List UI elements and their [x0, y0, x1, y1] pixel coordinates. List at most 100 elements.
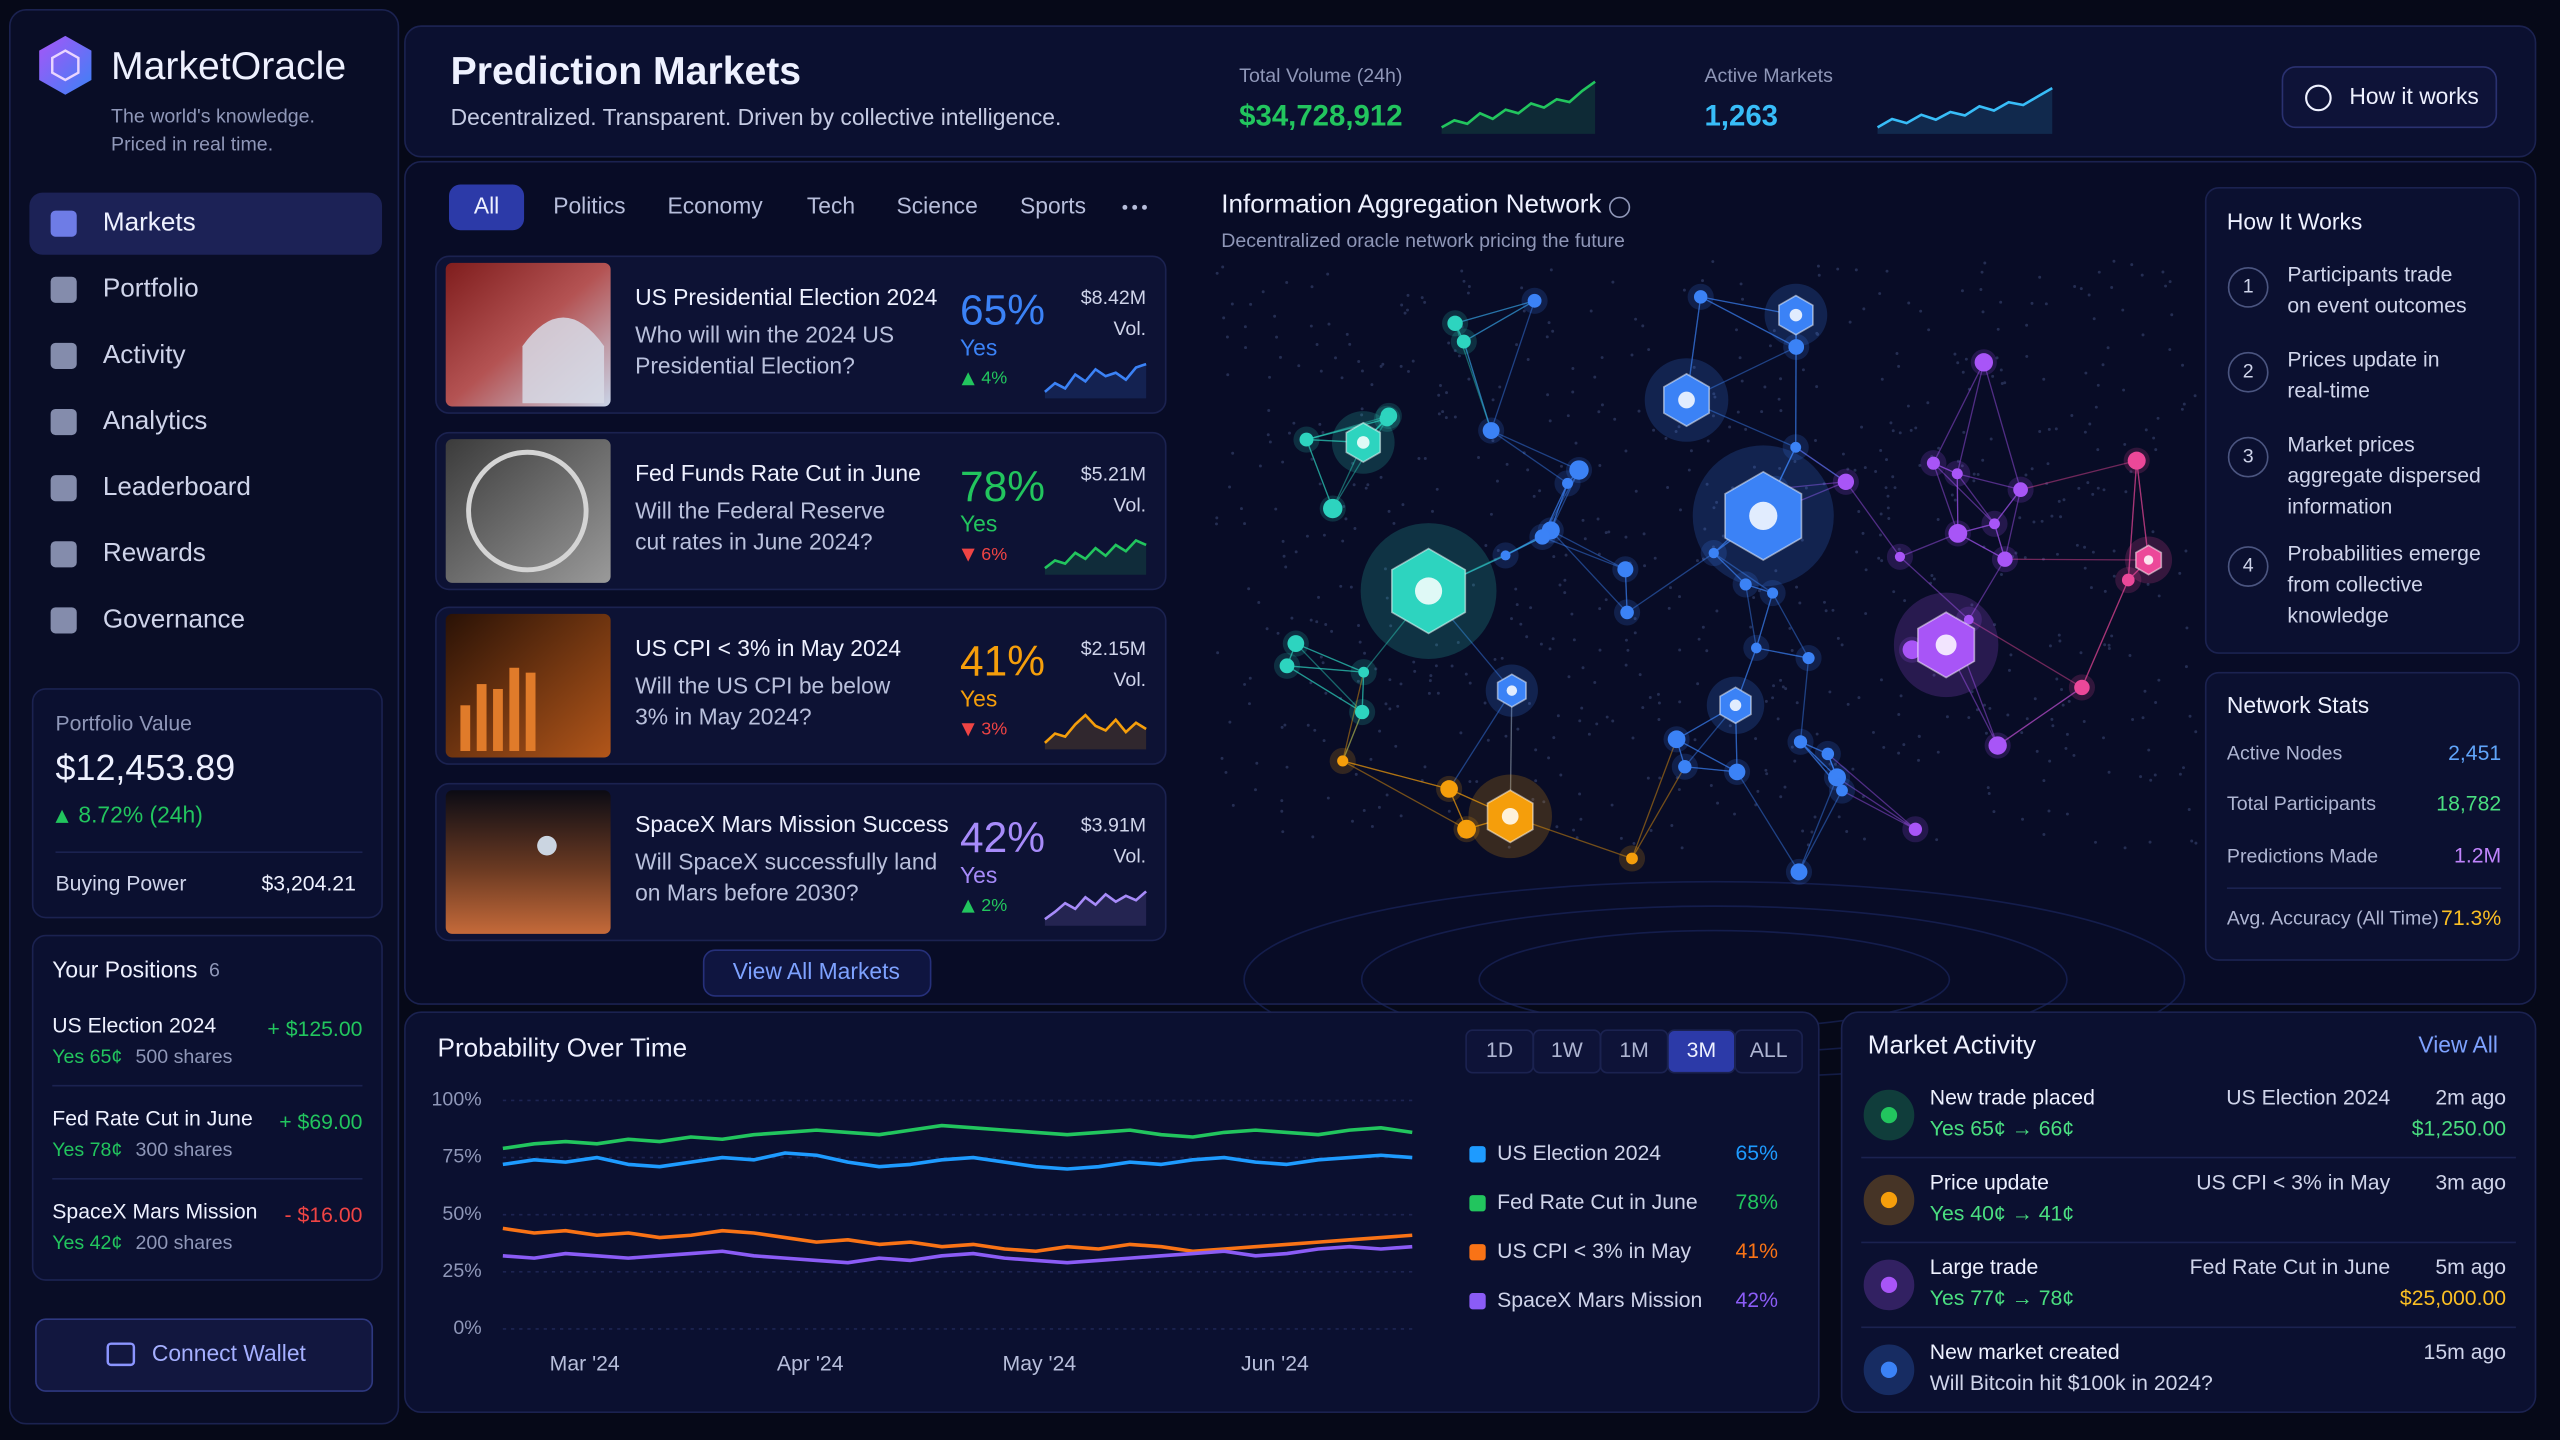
- map-dot: [1401, 503, 1405, 507]
- positions-count: 6: [209, 960, 220, 982]
- activity-event: New market created: [1930, 1341, 2120, 1364]
- tab-active[interactable]: [448, 184, 525, 231]
- network-edge: [1713, 552, 1747, 585]
- market-image: [445, 439, 611, 583]
- map-dot: [1715, 609, 1719, 613]
- map-dot: [1970, 690, 1974, 694]
- network-node: [1828, 768, 1846, 787]
- position-pnl: + $69.00: [279, 1111, 362, 1134]
- market-yes: Yes: [960, 511, 997, 537]
- map-dot: [2122, 388, 2126, 392]
- more-dot: [1122, 204, 1128, 210]
- y-tick-label: 75%: [442, 1146, 481, 1168]
- map-dot: [1274, 507, 1278, 511]
- map-dot: [1863, 466, 1867, 470]
- map-dot: [1441, 410, 1445, 414]
- network-edge: [1845, 481, 1901, 558]
- map-dot: [1228, 720, 1232, 724]
- how-it-works-button[interactable]: [2281, 66, 2498, 129]
- view-all-markets[interactable]: [702, 949, 932, 997]
- step-number: 2: [2243, 360, 2254, 382]
- network-node: [1902, 640, 1922, 660]
- nav-icon: [50, 475, 77, 502]
- y-tick-label: 25%: [442, 1260, 481, 1282]
- portfolio-change: 8.72% (24h): [78, 801, 202, 827]
- market-sparkline-area: [1044, 715, 1147, 750]
- map-dot: [1453, 349, 1457, 353]
- map-dot: [1574, 441, 1578, 445]
- map-dot: [1244, 346, 1248, 350]
- hub-icon: [1935, 634, 1957, 656]
- markets-value: 1,263: [1704, 99, 1778, 132]
- map-dot: [1310, 457, 1314, 461]
- map-dot: [1670, 824, 1674, 827]
- map-dot: [1646, 776, 1650, 780]
- market-question: Presidential Election?: [635, 352, 855, 378]
- market-card[interactable]: [435, 606, 1167, 765]
- series-line: [502, 1244, 1413, 1265]
- step-number: 3: [2243, 445, 2254, 467]
- step-text: on event outcomes: [2287, 295, 2466, 318]
- map-dot: [1484, 544, 1488, 547]
- network-edge: [1756, 647, 1809, 659]
- map-dot: [1765, 772, 1769, 776]
- tab: Economy: [667, 192, 763, 218]
- map-dot: [1268, 440, 1272, 444]
- map-dot: [1399, 682, 1403, 686]
- network-edge: [1932, 462, 1959, 534]
- legend-value: 78%: [1735, 1191, 1778, 1214]
- nav-icon: [50, 342, 77, 369]
- map-dot: [1987, 792, 1991, 795]
- map-dot: [2084, 371, 2088, 375]
- map-dot: [1379, 475, 1383, 479]
- change-arrow: [961, 372, 975, 386]
- map-dot: [1580, 706, 1584, 710]
- network-node: [1821, 747, 1835, 761]
- map-dot: [1423, 765, 1427, 769]
- map-dot: [1891, 475, 1895, 479]
- network-edge: [1463, 341, 1492, 431]
- network-edge: [1795, 446, 1847, 483]
- map-dot: [1555, 825, 1559, 829]
- map-dot: [1225, 335, 1229, 339]
- map-dot: [2094, 840, 2097, 844]
- map-dot: [2035, 749, 2039, 753]
- map-dot: [1886, 506, 1890, 510]
- map-dot: [1872, 730, 1875, 734]
- page-title: Prediction Markets: [451, 50, 801, 93]
- network-edge: [1841, 789, 1916, 830]
- map-dot: [1549, 268, 1553, 272]
- map-dot: [1215, 522, 1218, 526]
- market-change: 3%: [981, 719, 1007, 739]
- map-dot: [2193, 394, 2197, 398]
- network-edge: [1454, 300, 1535, 324]
- step-text: Prices update in: [2287, 348, 2439, 371]
- y-tick-label: 100%: [432, 1089, 482, 1111]
- map-dot: [1744, 427, 1748, 431]
- map-dot: [1288, 431, 1291, 435]
- map-dot: [1712, 414, 1715, 418]
- legend-value: 42%: [1735, 1289, 1778, 1312]
- map-dot: [1505, 462, 1509, 466]
- map-dot: [1836, 636, 1840, 640]
- market-card[interactable]: [435, 782, 1167, 942]
- map-dot: [1889, 421, 1893, 425]
- nav-active[interactable]: [29, 192, 383, 255]
- map-dot: [1897, 364, 1901, 368]
- network-edge: [2081, 579, 2129, 688]
- map-dot: [1280, 809, 1284, 813]
- map-dot: [2064, 746, 2068, 750]
- map-dot: [1566, 414, 1570, 418]
- network-edge: [1956, 473, 1996, 525]
- market-card[interactable]: [435, 431, 1167, 591]
- network-edge: [1684, 766, 1738, 773]
- map-dot: [1864, 568, 1868, 572]
- connect-wallet[interactable]: [35, 1318, 374, 1392]
- map-dot: [1631, 736, 1635, 740]
- range-button[interactable]: [1734, 1029, 1803, 1074]
- activity-icon-dot: [1880, 1361, 1898, 1378]
- map-dot: [1222, 316, 1226, 320]
- market-card[interactable]: [435, 255, 1167, 414]
- network-node: [1617, 561, 1634, 578]
